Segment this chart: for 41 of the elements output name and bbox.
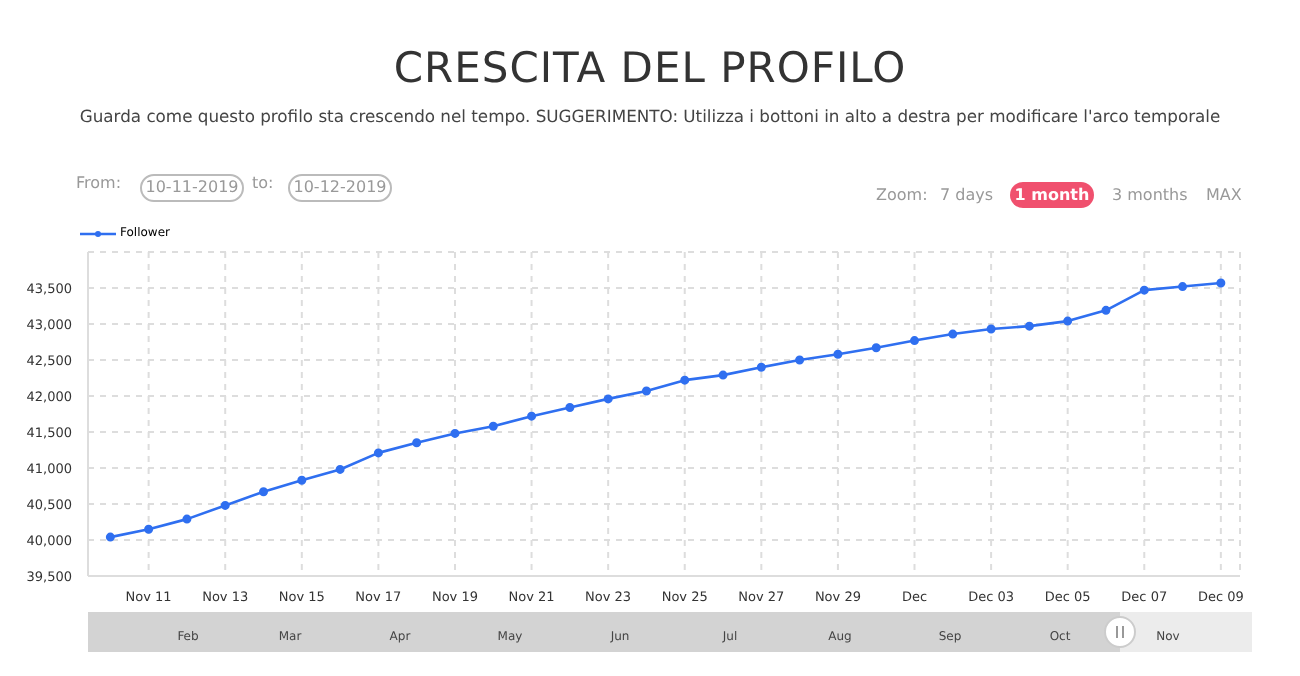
- text: 7 days: [940, 186, 994, 204]
- text: to:: [252, 174, 274, 192]
- point: [1063, 316, 1073, 326]
- text: 10-11-2019: [140, 174, 244, 202]
- point: [871, 343, 881, 353]
- point: [488, 421, 498, 431]
- point: [986, 324, 996, 334]
- chart-title: CRESCITA DEL PROFILO: [391, 44, 909, 92]
- text: 10-12-2019: [288, 174, 392, 202]
- point: [1216, 278, 1226, 288]
- point: [948, 329, 958, 339]
- text: MAX: [1206, 186, 1242, 204]
- point: [412, 438, 422, 448]
- point: [565, 403, 575, 413]
- point: [603, 394, 613, 404]
- point: [718, 370, 728, 380]
- point: [910, 336, 919, 346]
- point: [1101, 305, 1111, 315]
- point: [1024, 321, 1034, 331]
- point: [680, 375, 690, 385]
- point: [527, 411, 537, 421]
- point: [220, 500, 230, 510]
- point: [373, 448, 383, 458]
- point: [335, 464, 345, 474]
- text: 1 month: [1010, 182, 1094, 208]
- point: [259, 487, 269, 497]
- point: [105, 532, 115, 542]
- point: [1178, 282, 1188, 292]
- point: [756, 362, 766, 372]
- point: [833, 349, 843, 359]
- text: 3 months: [1112, 186, 1188, 204]
- text: Zoom:: [876, 186, 928, 204]
- point: [144, 524, 154, 534]
- point: [795, 355, 805, 365]
- point: [182, 514, 192, 524]
- point: [641, 386, 651, 396]
- point: [450, 428, 460, 438]
- text: From:: [76, 174, 122, 192]
- point: [1139, 285, 1149, 295]
- point: [297, 475, 307, 485]
- chart-subtitle: Guarda come questo profilo sta crescendo nel tempo. SUGGERIMENTO: Utilizza i bottoni in alto a destra per modificare l'arco temporale: [77, 106, 1223, 126]
